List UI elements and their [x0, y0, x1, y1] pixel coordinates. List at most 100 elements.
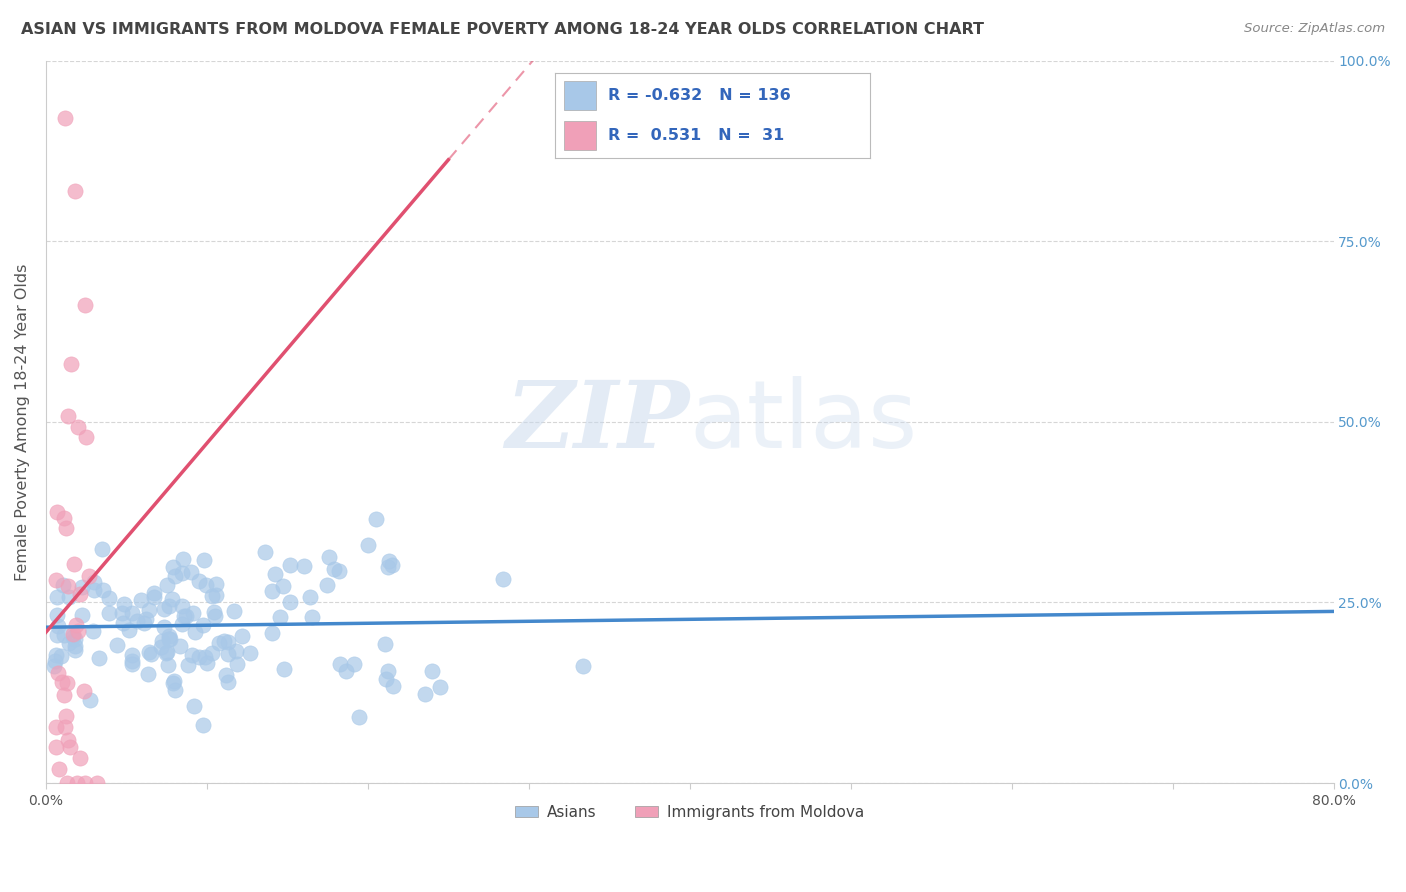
Point [55, 521, 77, 535]
Point [292, 558, 315, 573]
Point [143, 590, 166, 604]
Point [82, 624, 104, 639]
Point [429, 680, 451, 694]
Point [160, 591, 183, 606]
Point [45, 648, 67, 662]
Point [357, 538, 380, 552]
Point [98, 591, 121, 606]
Point [89, 650, 111, 665]
Point [157, 632, 180, 647]
Point [194, 649, 217, 664]
Point [156, 657, 179, 672]
Point [177, 657, 200, 672]
Point [375, 672, 398, 686]
Point [135, 612, 157, 626]
Point [278, 594, 301, 608]
Point [260, 583, 283, 598]
Point [170, 566, 193, 580]
Point [328, 564, 350, 578]
Point [342, 657, 364, 672]
Point [121, 654, 143, 668]
Point [201, 590, 224, 604]
Legend: Asians, Immigrants from Moldova: Asians, Immigrants from Moldova [509, 798, 870, 826]
Point [91, 542, 114, 557]
Point [217, 647, 239, 661]
Point [278, 558, 301, 573]
Point [162, 675, 184, 690]
Point [75, 430, 97, 444]
Point [143, 586, 166, 600]
Point [63, 643, 86, 657]
Point [335, 664, 357, 678]
Point [204, 588, 226, 602]
Point [204, 577, 226, 591]
Point [75, 776, 97, 790]
Point [194, 577, 217, 591]
Text: ASIAN VS IMMIGRANTS FROM MOLDOVA FEMALE POVERTY AMONG 18-24 YEAR OLDS CORRELATIO: ASIAN VS IMMIGRANTS FROM MOLDOVA FEMALE … [21, 22, 984, 37]
Point [269, 610, 291, 624]
Point [70, 608, 93, 623]
Point [111, 616, 134, 631]
Point [121, 606, 143, 620]
Point [63, 558, 86, 572]
Point [180, 566, 202, 580]
Point [44, 658, 66, 673]
Point [121, 657, 143, 671]
Point [77, 569, 100, 583]
Point [322, 562, 344, 576]
Point [204, 608, 226, 623]
Point [172, 551, 194, 566]
Point [58, 636, 80, 650]
Point [191, 717, 214, 731]
Point [141, 648, 163, 662]
Point [63, 184, 86, 198]
Text: ZIP: ZIP [506, 376, 690, 467]
Point [69, 751, 91, 765]
Point [195, 657, 218, 671]
Point [51, 675, 73, 690]
Point [377, 559, 399, 574]
Point [45, 505, 67, 519]
Point [52, 689, 75, 703]
Point [572, 659, 595, 673]
Point [136, 667, 159, 681]
Point [53, 112, 76, 126]
Point [188, 649, 211, 664]
Point [121, 648, 143, 662]
Point [157, 599, 180, 613]
Point [83, 574, 105, 589]
Point [53, 628, 76, 642]
Point [62, 630, 84, 644]
Point [202, 605, 225, 619]
Point [374, 637, 396, 651]
Point [420, 664, 443, 678]
Point [173, 609, 195, 624]
Point [169, 639, 191, 653]
Point [138, 645, 160, 659]
Text: Source: ZipAtlas.com: Source: ZipAtlas.com [1244, 22, 1385, 36]
Point [184, 624, 207, 639]
Point [378, 554, 401, 568]
Point [105, 638, 128, 652]
Point [83, 582, 105, 597]
Point [52, 578, 75, 592]
Point [58, 409, 80, 423]
Point [45, 573, 67, 587]
Point [231, 629, 253, 643]
Point [349, 710, 371, 724]
Point [191, 618, 214, 632]
Point [157, 629, 180, 643]
Point [118, 623, 141, 637]
Point [155, 646, 177, 660]
Y-axis label: Female Poverty Among 18-24 Year Olds: Female Poverty Among 18-24 Year Olds [15, 263, 30, 581]
Point [172, 616, 194, 631]
Point [183, 606, 205, 620]
Point [56, 776, 79, 790]
Point [45, 740, 67, 755]
Point [59, 357, 82, 371]
Point [67, 624, 90, 638]
Point [193, 553, 215, 567]
Point [254, 545, 277, 559]
Point [316, 577, 339, 591]
Point [127, 614, 149, 628]
